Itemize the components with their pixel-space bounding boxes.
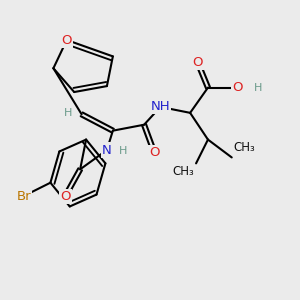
Text: O: O bbox=[192, 56, 203, 69]
Text: CH₃: CH₃ bbox=[173, 165, 195, 178]
Text: Br: Br bbox=[16, 190, 31, 202]
Text: H: H bbox=[119, 146, 128, 157]
Text: H: H bbox=[64, 108, 73, 118]
Text: O: O bbox=[61, 34, 72, 46]
Text: O: O bbox=[149, 146, 160, 160]
Text: NH: NH bbox=[151, 100, 170, 113]
Text: N: N bbox=[102, 143, 112, 157]
Text: CH₃: CH₃ bbox=[233, 142, 255, 154]
Text: O: O bbox=[60, 190, 70, 202]
Text: O: O bbox=[232, 81, 243, 94]
Text: H: H bbox=[254, 82, 263, 93]
